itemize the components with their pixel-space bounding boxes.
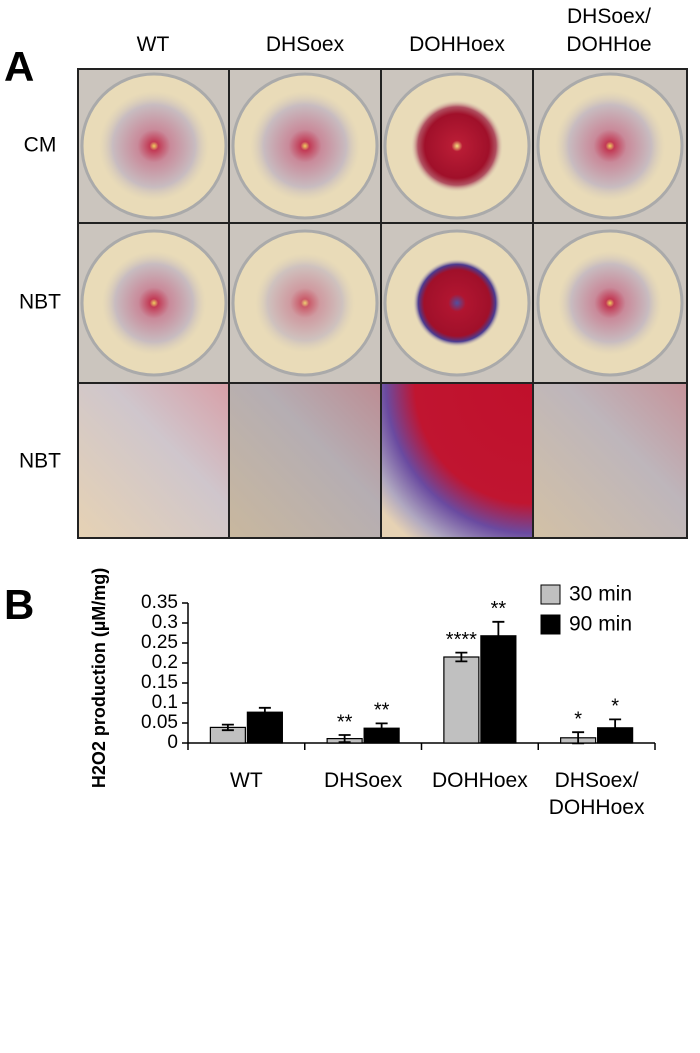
legend-swatch <box>540 584 561 605</box>
error-bar <box>338 734 351 744</box>
significance-label: ** <box>374 700 390 722</box>
y-axis-label: H2O2 production (µM/mg) <box>89 568 109 788</box>
error-bar <box>221 723 234 732</box>
x-tick-label: DHSoex <box>324 769 403 792</box>
column-header: DHSoex/ DOHHoe <box>566 5 652 56</box>
row-label: CM <box>24 134 57 157</box>
error-bar <box>455 651 468 663</box>
column-header: DHSoex <box>265 33 345 56</box>
panel-label: B <box>4 581 34 628</box>
row-label: NBT <box>19 291 61 314</box>
y-tick-label: 0.05 <box>141 712 178 733</box>
x-tick-label: DHSoex/ DOHHoex <box>548 769 645 819</box>
y-tick-label: 0 <box>167 732 178 753</box>
row-label: NBT <box>19 450 61 473</box>
y-tick-label: 0.3 <box>152 612 178 633</box>
x-tick-label: DOHHoex <box>432 769 528 792</box>
y-tick-label: 0.25 <box>141 632 178 653</box>
x-tick-label: WT <box>230 769 263 792</box>
y-tick-label: 0.15 <box>141 672 178 693</box>
legend-swatch <box>540 614 561 635</box>
error-bar <box>258 706 271 718</box>
bar <box>480 635 517 744</box>
significance-label: ** <box>491 598 507 620</box>
panel-label: A <box>4 43 34 90</box>
photo-grid <box>77 68 688 539</box>
significance-label: * <box>574 708 582 730</box>
y-tick-label: 0.1 <box>152 692 178 713</box>
error-bar <box>492 620 505 651</box>
legend-label: 90 min <box>569 613 632 636</box>
y-tick-label: 0.35 <box>141 592 178 613</box>
significance-label: * <box>611 696 619 718</box>
error-bar <box>609 718 622 738</box>
y-tick-label: 0.2 <box>152 652 178 673</box>
significance-label: ** <box>337 711 353 733</box>
legend-label: 30 min <box>569 583 632 606</box>
significance-label: **** <box>446 629 477 651</box>
column-header: WT <box>136 33 170 56</box>
error-bar <box>572 731 585 745</box>
error-bar <box>375 722 388 734</box>
column-header: DOHHoex <box>409 33 505 56</box>
bar <box>443 656 480 744</box>
